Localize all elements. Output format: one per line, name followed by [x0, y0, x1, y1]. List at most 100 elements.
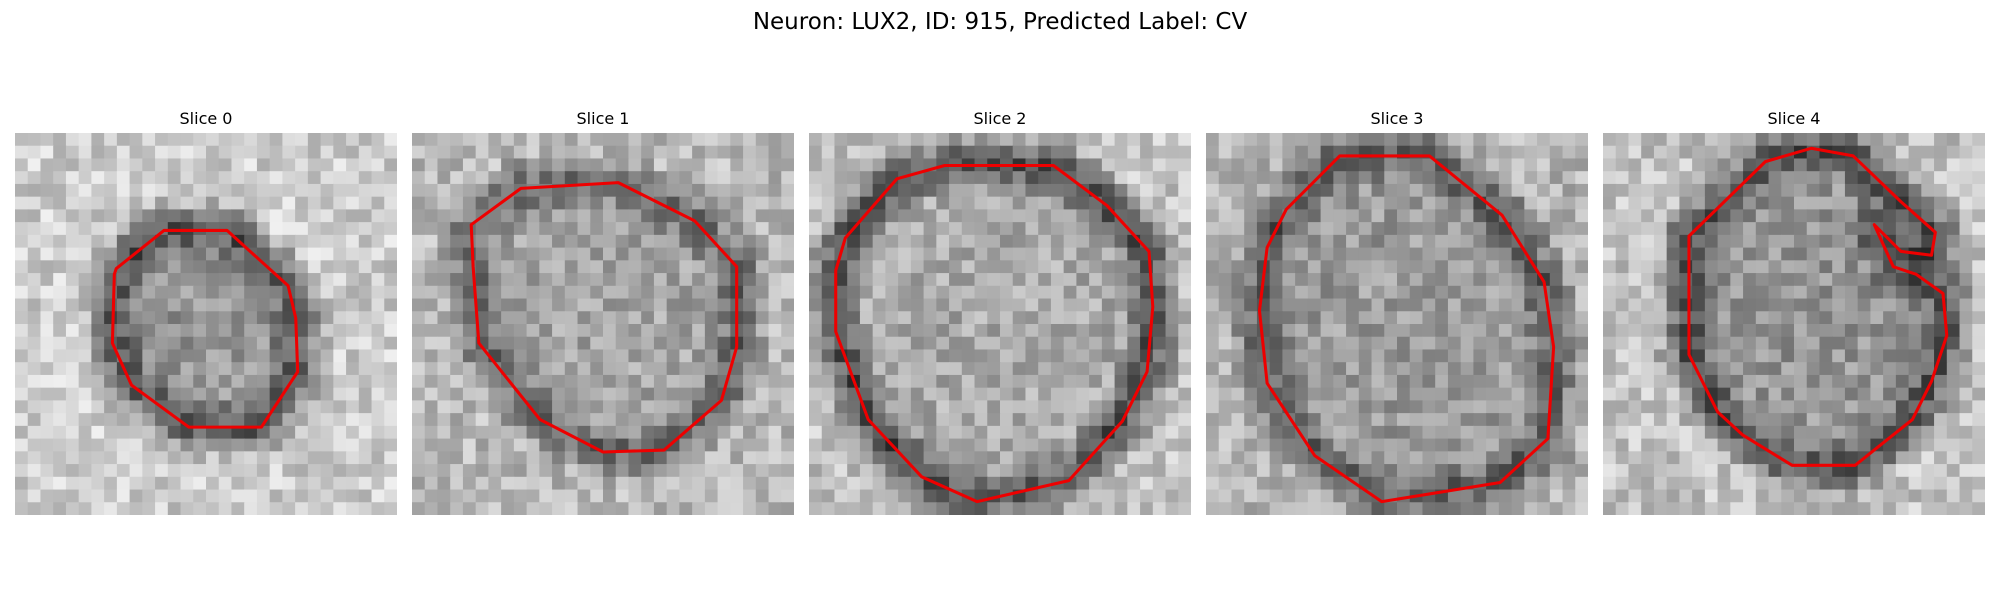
slice-image	[1206, 133, 1588, 515]
image-pixel	[974, 362, 988, 376]
image-pixel	[1269, 196, 1283, 210]
image-pixel	[1384, 400, 1398, 414]
image-pixel	[1575, 183, 1588, 198]
image-pixel	[1269, 438, 1283, 452]
image-pixel	[898, 324, 912, 338]
image-pixel	[1358, 336, 1373, 351]
image-pixel	[730, 183, 744, 198]
image-pixel	[40, 247, 54, 261]
image-pixel	[1832, 438, 1846, 452]
image-pixel	[513, 413, 528, 427]
image-pixel	[462, 489, 477, 503]
image-pixel	[269, 196, 283, 210]
image-pixel	[1384, 413, 1398, 427]
image-pixel	[1063, 438, 1077, 452]
image-pixel	[1218, 209, 1233, 223]
image-pixel	[1717, 171, 1731, 185]
image-pixel	[1256, 171, 1271, 185]
image-pixel	[1794, 451, 1808, 465]
image-pixel	[40, 400, 54, 414]
image-pixel	[1282, 451, 1296, 465]
image-pixel	[346, 502, 360, 515]
image-pixel	[936, 222, 950, 236]
image-pixel	[269, 183, 283, 198]
image-pixel	[1140, 425, 1154, 440]
image-pixel	[1038, 145, 1052, 160]
image-pixel	[424, 362, 439, 376]
image-pixel	[1870, 489, 1884, 503]
image-pixel	[155, 273, 169, 287]
image-pixel	[834, 222, 848, 236]
image-pixel	[27, 374, 42, 389]
image-pixel	[1307, 387, 1322, 401]
image-pixel	[1025, 374, 1039, 389]
image-pixel	[910, 438, 925, 452]
image-pixel	[1562, 349, 1576, 363]
image-pixel	[346, 413, 360, 427]
image-pixel	[1895, 222, 1910, 236]
image-pixel	[1575, 209, 1588, 223]
image-pixel	[1972, 464, 1985, 478]
image-pixel	[1012, 171, 1027, 185]
image-pixel	[295, 476, 309, 491]
image-pixel	[1946, 158, 1961, 172]
image-pixel	[898, 133, 912, 147]
image-pixel	[1666, 336, 1680, 351]
image-pixel	[384, 171, 397, 185]
image-pixel	[1832, 171, 1846, 185]
image-pixel	[923, 374, 937, 389]
image-pixel	[155, 222, 169, 236]
image-pixel	[1038, 413, 1052, 427]
image-pixel	[475, 464, 489, 478]
image-pixel	[1114, 273, 1128, 287]
image-pixel	[936, 362, 950, 376]
image-pixel	[1333, 260, 1347, 274]
image-pixel	[564, 387, 579, 401]
image-pixel	[371, 133, 385, 147]
image-pixel	[167, 349, 182, 363]
image-pixel	[641, 171, 655, 185]
image-pixel	[1972, 158, 1985, 172]
image-pixel	[1000, 298, 1014, 312]
image-pixel	[564, 311, 579, 325]
image-pixel	[282, 247, 296, 261]
image-pixel	[1768, 349, 1782, 363]
image-pixel	[1358, 438, 1373, 452]
image-pixel	[256, 222, 271, 236]
image-pixel	[717, 234, 731, 249]
image-pixel	[1435, 362, 1449, 376]
image-pixel	[475, 183, 489, 198]
image-pixel	[666, 145, 680, 160]
image-pixel	[40, 222, 54, 236]
image-pixel	[155, 324, 169, 338]
image-pixel	[1409, 324, 1424, 338]
image-pixel	[218, 285, 233, 300]
image-pixel	[1346, 464, 1360, 478]
image-pixel	[743, 451, 757, 465]
image-pixel	[513, 336, 528, 351]
image-pixel	[1358, 171, 1373, 185]
image-pixel	[1549, 196, 1564, 210]
image-pixel	[628, 158, 642, 172]
image-pixel	[717, 171, 731, 185]
image-pixel	[1575, 438, 1588, 452]
image-pixel	[295, 133, 309, 147]
image-pixel	[256, 209, 271, 223]
image-pixel	[1524, 298, 1538, 312]
image-pixel	[1743, 285, 1757, 300]
image-pixel	[809, 196, 823, 210]
image-pixel	[692, 425, 706, 440]
image-pixel	[603, 209, 617, 223]
image-pixel	[320, 362, 334, 376]
image-pixel	[949, 425, 963, 440]
image-pixel	[1857, 133, 1871, 147]
image-pixel	[1743, 464, 1757, 478]
image-pixel	[244, 476, 258, 491]
image-pixel	[1603, 425, 1617, 440]
image-pixel	[692, 273, 706, 287]
image-pixel	[15, 464, 29, 478]
image-pixel	[603, 374, 617, 389]
image-pixel	[603, 298, 617, 312]
image-pixel	[1562, 247, 1576, 261]
image-pixel	[320, 145, 334, 160]
